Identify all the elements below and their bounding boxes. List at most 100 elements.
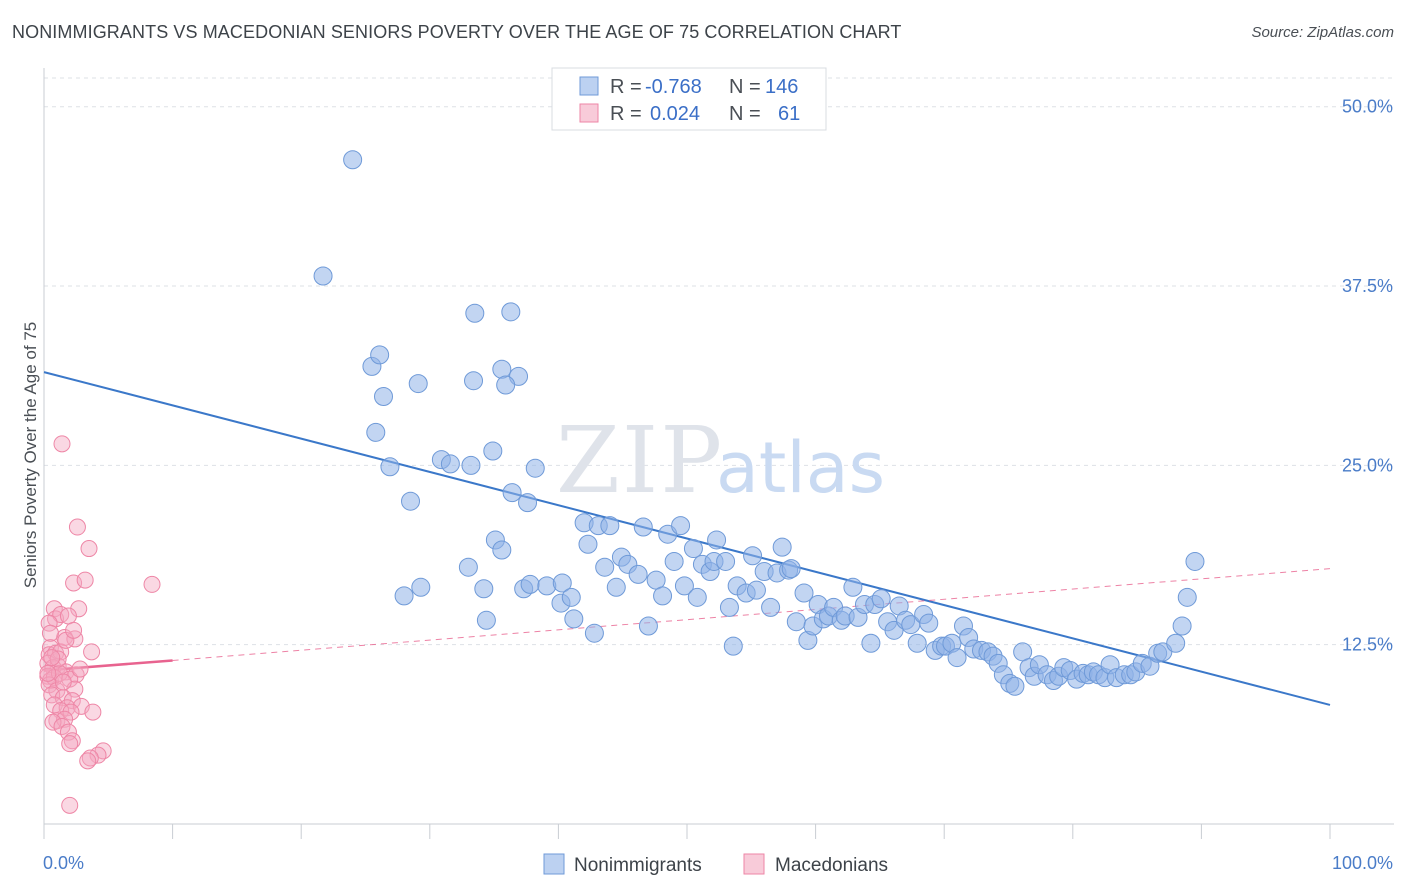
legend-r-label: R =	[610, 103, 642, 125]
point-nonimmigrants	[653, 586, 673, 606]
point-nonimmigrants	[458, 557, 478, 577]
point-macedonians	[68, 518, 86, 536]
point-nonimmigrants	[465, 303, 485, 323]
point-nonimmigrants	[461, 455, 481, 475]
point-macedonians	[61, 735, 79, 753]
point-nonimmigrants	[871, 589, 891, 609]
point-nonimmigrants	[1172, 616, 1192, 636]
chart-title: NONIMMIGRANTS VS MACEDONIAN SENIORS POVE…	[12, 22, 902, 42]
point-nonimmigrants	[520, 574, 540, 594]
point-macedonians	[83, 643, 101, 661]
point-nonimmigrants	[1177, 587, 1197, 607]
point-nonimmigrants	[947, 648, 967, 668]
point-nonimmigrants	[374, 386, 394, 406]
point-nonimmigrants	[464, 371, 484, 391]
watermark-zip: ZIP	[556, 407, 724, 514]
point-nonimmigrants	[772, 537, 792, 557]
series-legend-label-nonimmigrants: Nonimmigrants	[574, 855, 702, 876]
correlation-legend: R = -0.768 N = 146 R = 0.024 N = 61	[551, 67, 827, 131]
point-macedonians	[50, 664, 68, 682]
point-nonimmigrants	[440, 454, 460, 474]
point-macedonians	[79, 752, 97, 770]
point-nonimmigrants	[408, 374, 428, 394]
series-legend-label-macedonians: Macedonians	[775, 855, 888, 876]
point-nonimmigrants	[761, 597, 781, 617]
point-macedonians	[81, 749, 99, 767]
point-nonimmigrants	[716, 551, 736, 571]
trend-line-nonimmigrants	[43, 371, 1331, 706]
series-legend-swatch-nonimmigrants	[543, 853, 565, 875]
y-tick-labels: 12.5% 25.0% 37.5% 50.0%	[1342, 97, 1393, 655]
legend-r-label: R =	[610, 76, 642, 98]
point-nonimmigrants	[786, 612, 806, 632]
x-tick-label: 100.0%	[1332, 853, 1393, 873]
point-nonimmigrants	[600, 516, 620, 536]
point-nonimmigrants	[719, 597, 739, 617]
point-macedonians	[54, 673, 72, 691]
point-nonimmigrants	[313, 266, 333, 286]
point-nonimmigrants	[638, 616, 658, 636]
source-label: Source: ZipAtlas.com	[1251, 24, 1394, 41]
point-nonimmigrants	[483, 441, 503, 461]
y-tick-label: 12.5%	[1342, 635, 1393, 655]
point-nonimmigrants	[687, 587, 707, 607]
point-nonimmigrants	[394, 586, 414, 606]
y-tick-label: 37.5%	[1342, 276, 1393, 296]
point-nonimmigrants	[843, 577, 863, 597]
watermark: ZIP atlas	[556, 407, 885, 514]
point-nonimmigrants	[595, 557, 615, 577]
point-macedonians	[84, 703, 102, 721]
point-macedonians	[62, 703, 80, 721]
point-macedonians	[53, 717, 71, 735]
point-nonimmigrants	[674, 576, 694, 596]
point-nonimmigrants	[552, 573, 572, 593]
point-nonimmigrants	[370, 345, 390, 365]
point-macedonians	[71, 660, 89, 678]
point-nonimmigrants	[564, 609, 584, 629]
point-macedonians	[80, 540, 98, 558]
point-nonimmigrants	[578, 534, 598, 554]
legend-n-value-macedonians: 61	[778, 103, 800, 125]
point-nonimmigrants	[671, 516, 691, 536]
point-macedonians	[43, 649, 61, 667]
point-nonimmigrants	[1185, 551, 1205, 571]
point-nonimmigrants	[664, 551, 684, 571]
point-macedonians	[41, 624, 59, 642]
legend-swatch-nonimmigrants	[579, 76, 599, 96]
point-nonimmigrants	[723, 636, 743, 656]
point-macedonians	[143, 575, 161, 593]
point-macedonians	[65, 621, 83, 639]
point-macedonians	[63, 732, 81, 750]
point-nonimmigrants	[401, 491, 421, 511]
legend-r-value-nonimmigrants: -0.768	[645, 76, 702, 98]
point-nonimmigrants	[492, 540, 512, 560]
point-nonimmigrants	[561, 587, 581, 607]
point-nonimmigrants	[502, 483, 522, 503]
legend-r-value-macedonians: 0.024	[650, 103, 700, 125]
legend-n-label: N =	[729, 103, 761, 125]
series-legend-swatch-macedonians	[743, 853, 765, 875]
point-nonimmigrants	[606, 577, 626, 597]
point-nonimmigrants	[501, 302, 521, 322]
point-nonimmigrants	[343, 150, 363, 170]
point-nonimmigrants	[476, 610, 496, 630]
point-macedonians	[44, 713, 62, 731]
legend-n-value-nonimmigrants: 146	[765, 76, 798, 98]
point-nonimmigrants	[584, 623, 604, 643]
point-nonimmigrants	[474, 579, 494, 599]
point-nonimmigrants	[794, 583, 814, 603]
point-nonimmigrants	[537, 576, 557, 596]
point-macedonians	[59, 607, 77, 625]
legend-n-label: N =	[729, 76, 761, 98]
y-axis-title: Seniors Poverty Over the Age of 75	[21, 322, 40, 588]
point-nonimmigrants	[633, 517, 653, 537]
x-tick-labels: 0.0% 100.0%	[43, 853, 1393, 873]
point-nonimmigrants	[496, 375, 516, 395]
point-nonimmigrants	[907, 633, 927, 653]
point-nonimmigrants	[525, 458, 545, 478]
point-nonimmigrants	[628, 564, 648, 584]
point-nonimmigrants	[746, 580, 766, 600]
data-points	[39, 150, 1205, 814]
point-nonimmigrants	[743, 546, 763, 566]
